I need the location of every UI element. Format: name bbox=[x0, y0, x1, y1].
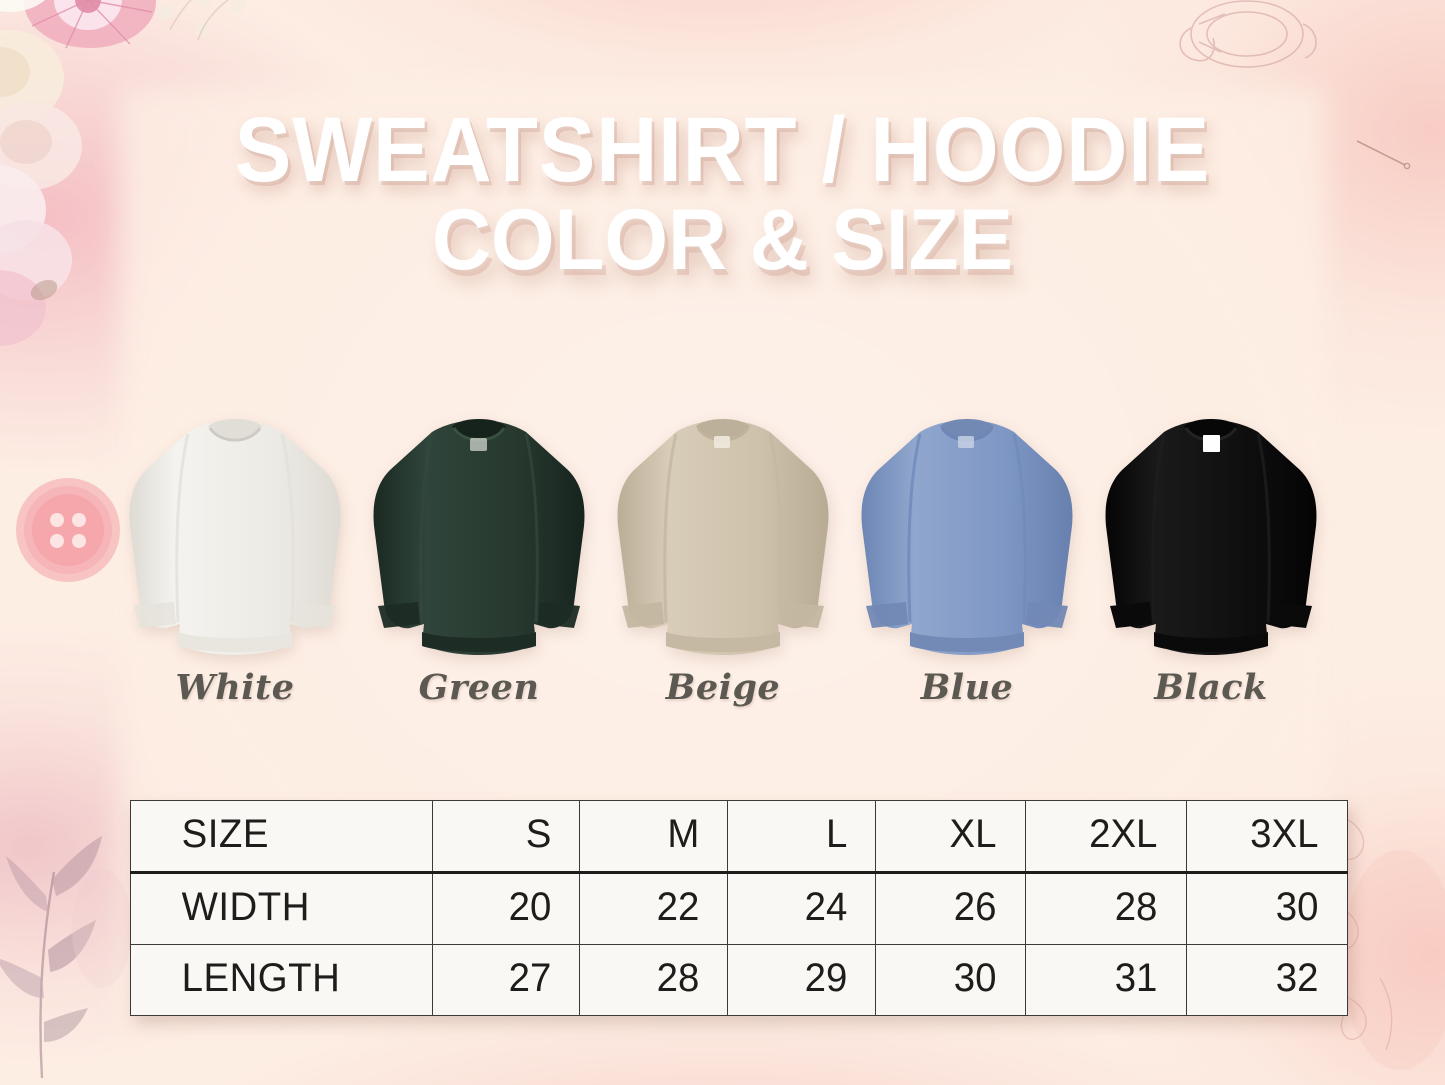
row-label-length: LENGTH bbox=[136, 944, 427, 1016]
table-row-size: SIZE S M L XL 2XL 3XL bbox=[131, 800, 1348, 874]
color-label-white: White bbox=[175, 667, 295, 708]
row-label-size: SIZE bbox=[136, 800, 427, 874]
color-label-beige: Beige bbox=[665, 667, 781, 708]
neck-tag bbox=[714, 436, 730, 448]
length-cell-s: 27 bbox=[434, 944, 578, 1016]
color-swatch-beige[interactable]: Beige bbox=[606, 408, 840, 708]
size-cell-3xl: 3XL bbox=[1189, 800, 1345, 874]
width-cell-2xl: 28 bbox=[1028, 872, 1184, 945]
sweatshirt-icon-green bbox=[366, 408, 592, 663]
length-cell-l: 29 bbox=[730, 944, 873, 1016]
width-cell-l: 24 bbox=[730, 872, 873, 945]
row-label-width: WIDTH bbox=[136, 872, 427, 945]
width-cell-m: 22 bbox=[582, 872, 726, 945]
color-label-black: Black bbox=[1154, 667, 1268, 708]
sweatshirt-icon-white bbox=[122, 408, 348, 663]
width-cell-xl: 26 bbox=[877, 872, 1023, 945]
size-cell-2xl: 2XL bbox=[1028, 800, 1184, 874]
title-line-1: SWEATSHIRT / HOODIE bbox=[234, 99, 1211, 201]
size-chart-table: SIZE S M L XL 2XL 3XL WIDTH 20 22 24 26 … bbox=[130, 800, 1348, 1016]
size-cell-m: M bbox=[582, 800, 726, 874]
color-label-green: Green bbox=[418, 667, 540, 708]
length-cell-3xl: 32 bbox=[1189, 944, 1345, 1016]
size-cell-l: L bbox=[730, 800, 873, 874]
sweatshirt-icon-beige bbox=[610, 408, 836, 663]
title-block: SWEATSHIRT / HOODIE COLOR & SIZE bbox=[0, 99, 1445, 288]
color-swatch-row: White bbox=[118, 408, 1328, 748]
length-cell-2xl: 31 bbox=[1028, 944, 1184, 1016]
sweatshirt-icon-blue bbox=[854, 408, 1080, 663]
size-cell-s: S bbox=[434, 800, 578, 874]
color-label-blue: Blue bbox=[920, 667, 1014, 708]
color-swatch-green[interactable]: Green bbox=[362, 408, 596, 708]
length-cell-m: 28 bbox=[582, 944, 726, 1016]
size-cell-xl: XL bbox=[877, 800, 1023, 874]
color-swatch-black[interactable]: Black bbox=[1094, 408, 1328, 708]
table-row-length: LENGTH 27 28 29 30 31 32 bbox=[131, 944, 1348, 1016]
sweatshirt-icon-black bbox=[1098, 408, 1324, 663]
width-cell-3xl: 30 bbox=[1189, 872, 1345, 945]
title-line-2: COLOR & SIZE bbox=[431, 191, 1013, 288]
color-swatch-blue[interactable]: Blue bbox=[850, 408, 1084, 708]
length-cell-xl: 30 bbox=[877, 944, 1023, 1016]
neck-tag bbox=[958, 436, 974, 448]
table-row-width: WIDTH 20 22 24 26 28 30 bbox=[131, 872, 1348, 945]
neck-tag bbox=[1203, 435, 1220, 452]
neck-tag bbox=[470, 438, 487, 451]
width-cell-s: 20 bbox=[434, 872, 578, 945]
color-swatch-white[interactable]: White bbox=[118, 408, 352, 708]
